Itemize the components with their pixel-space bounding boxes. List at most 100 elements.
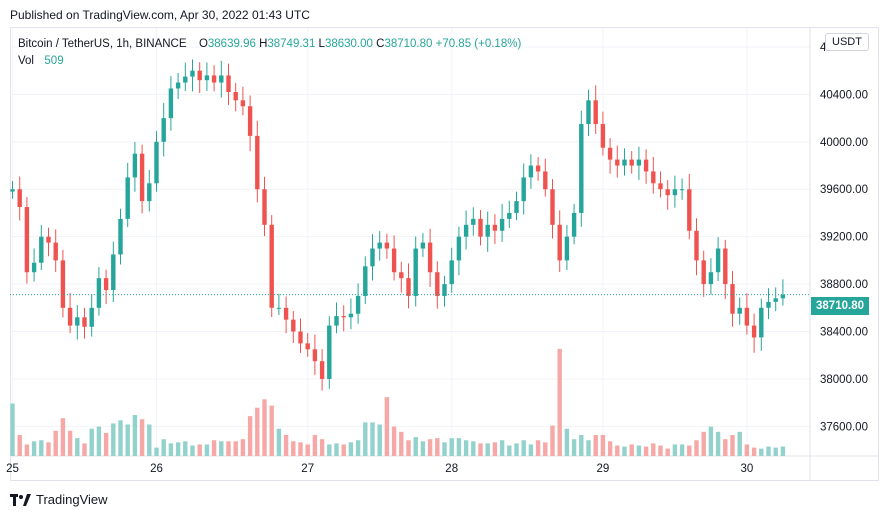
candle-body [132, 153, 138, 178]
volume-label[interactable]: Vol [18, 55, 34, 67]
volume-bar [75, 438, 80, 456]
volume-bar [708, 426, 714, 456]
price-tick-label: 40000.00 [820, 137, 868, 149]
volume-bar [471, 441, 476, 456]
candle [406, 263, 411, 309]
high-label: H [259, 38, 268, 50]
candle [204, 62, 210, 91]
candle-body [348, 313, 354, 318]
candle-body [391, 248, 397, 273]
chart-legend: Bitcoin / TetherUS, 1h, BINANCE O38639.9… [18, 36, 521, 70]
candle-body [456, 236, 462, 261]
volume-bar [406, 440, 411, 456]
volume-bar [211, 440, 217, 456]
candle-body [521, 177, 526, 202]
candle-body [10, 189, 15, 192]
volume-bar [557, 348, 562, 456]
time-tick-label: 27 [301, 463, 314, 475]
candle [197, 62, 202, 93]
volume-bar [341, 444, 346, 456]
candle [478, 209, 483, 246]
price-tick-label: 38800.00 [820, 279, 868, 291]
candle [751, 313, 757, 353]
candle [701, 250, 706, 297]
candle-body [53, 242, 58, 261]
candle [744, 293, 750, 335]
candle-body [514, 201, 519, 213]
volume-bar [586, 440, 591, 456]
candle-body [701, 260, 706, 285]
candle-body [694, 230, 699, 261]
volume-bar [10, 403, 15, 456]
volume-bar [247, 416, 253, 456]
volume-bar [125, 424, 130, 456]
volume-bar [744, 444, 750, 456]
volume-bar [204, 444, 210, 456]
time-tick-label: 28 [445, 463, 458, 475]
candle-body [579, 124, 584, 213]
volume-bar [103, 432, 109, 456]
candle-body [399, 272, 404, 279]
candle [46, 227, 51, 257]
candle [557, 210, 562, 272]
candle-body [499, 218, 505, 231]
candle [319, 349, 325, 391]
price-tick-label: 37600.00 [820, 421, 868, 433]
volume-bar [240, 439, 246, 456]
volume-bar [773, 447, 778, 456]
volume-bar [175, 442, 181, 456]
candle [291, 311, 296, 344]
candle-body [39, 236, 44, 263]
footer-brand: TradingView [10, 492, 108, 507]
candles [10, 59, 786, 391]
candle-body [478, 218, 483, 237]
volume-bar [780, 446, 786, 456]
volume-bar [442, 442, 447, 456]
candle-body [615, 159, 620, 166]
volume-bar [701, 431, 706, 456]
candle [269, 215, 274, 318]
candle-body [118, 218, 123, 255]
candle [60, 249, 66, 318]
candle [622, 148, 627, 176]
candle-body [247, 106, 253, 136]
candle [723, 239, 728, 300]
volume-bar [507, 445, 512, 456]
candle-body [139, 153, 145, 202]
symbol-title[interactable]: Bitcoin / TetherUS, 1h, BINANCE [18, 38, 187, 50]
volume-bar [327, 444, 332, 456]
candle-body [773, 298, 778, 302]
volume-bar [139, 419, 145, 456]
low-label: L [318, 38, 325, 50]
candle-body [643, 159, 649, 172]
candle-body [593, 100, 598, 125]
candle-body [730, 284, 735, 314]
candle [413, 236, 418, 307]
candle-body [629, 159, 634, 166]
candle-body [147, 183, 152, 202]
candle [175, 72, 181, 100]
volume-bar [521, 440, 526, 456]
volume-bar [283, 435, 289, 456]
candle-body [708, 272, 714, 285]
candle [247, 95, 253, 152]
candle [636, 146, 642, 180]
volume-bar [651, 443, 656, 456]
volume-bar [730, 435, 735, 456]
candle-body [715, 248, 721, 273]
volume-bar [262, 399, 267, 456]
candle [658, 171, 663, 198]
candle-body [665, 189, 670, 196]
candle [67, 292, 73, 334]
currency-button[interactable]: USDT [825, 33, 869, 51]
candle-body [190, 70, 195, 77]
candle-body [687, 189, 692, 231]
candle-body [471, 218, 476, 225]
candle [593, 85, 598, 134]
candle [89, 293, 94, 337]
candle [219, 60, 224, 98]
candle-body [507, 212, 512, 219]
volume-bar [291, 441, 296, 456]
candle-body [571, 212, 577, 237]
